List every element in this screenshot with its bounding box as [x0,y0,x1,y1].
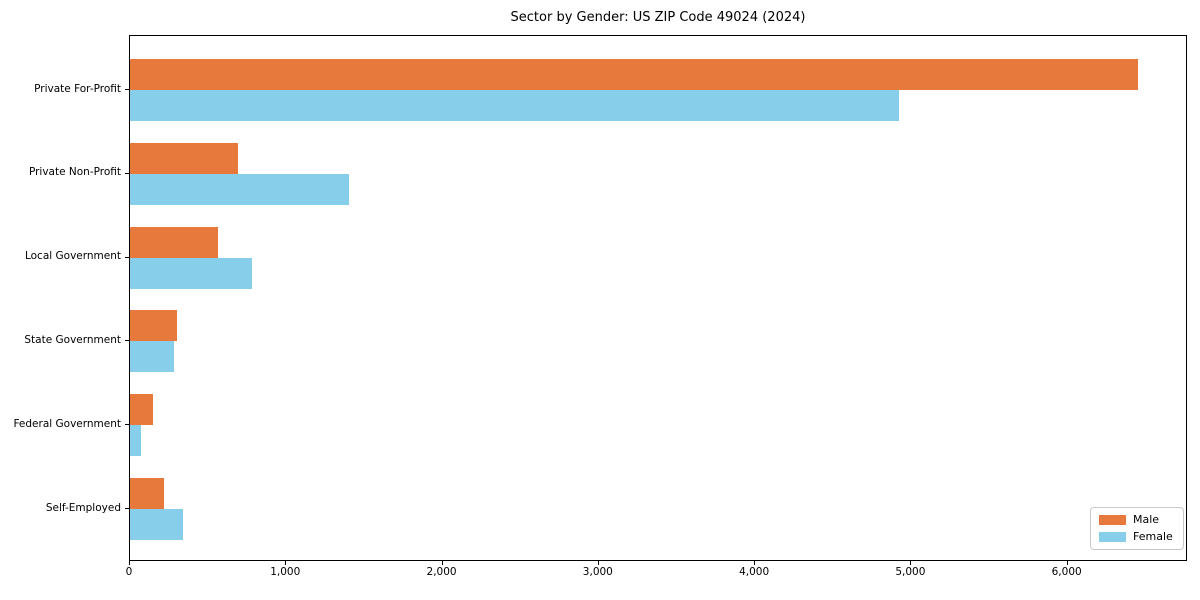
xtick-label-1000: 1,000 [270,566,301,578]
xtick-label-2000: 2,000 [426,566,457,578]
bar-male-federal-government [130,394,154,426]
bar-male-private-for-profit [130,59,1138,90]
legend-label-female: Female [1133,530,1173,543]
bar-female-federal-government [130,425,141,457]
bar-male-self-employed [130,478,164,509]
bar-female-private-for-profit [130,90,899,121]
ytick-label-local-government: Local Government [24,250,121,263]
xtick-label-6000: 6,000 [1051,566,1082,578]
ytick-mark [125,340,129,342]
ytick-mark [125,508,129,509]
bar-female-private-non-profit [130,173,349,205]
ytick-mark [125,172,129,174]
xtick-label-0: 0 [125,566,133,578]
ytick-label-state-government: State Government [24,333,121,346]
bar-female-self-employed [130,509,184,540]
legend: Male Female [1090,507,1184,550]
xtick-label-4000: 4,000 [739,566,770,578]
xtick-mark [597,561,599,565]
legend-item-male: Male [1099,514,1173,526]
legend-swatch-male [1099,515,1126,525]
ytick-label-private-for-profit: Private For-Profit [34,82,121,95]
xtick-mark [1066,561,1068,565]
xtick-mark [285,561,287,565]
bar-female-state-government [130,341,174,373]
legend-item-female: Female [1099,531,1173,543]
xtick-label-3000: 3,000 [582,566,613,578]
plot-area [129,35,1187,561]
bar-female-local-government [130,257,252,289]
ytick-mark [125,89,129,90]
legend-label-male: Male [1133,513,1160,526]
ytick-mark [125,256,129,258]
xtick-mark [441,561,443,565]
chart-title: Sector by Gender: US ZIP Code 49024 (202… [510,10,806,25]
ytick-label-private-non-profit: Private Non-Profit [28,166,121,179]
xtick-mark [910,561,912,565]
ytick-label-self-employed: Self-Employed [45,501,121,514]
ytick-mark [125,424,129,426]
legend-swatch-female [1099,532,1126,542]
xtick-label-5000: 5,000 [895,566,926,578]
xtick-mark [129,561,130,565]
xtick-mark [754,561,756,565]
bar-male-state-government [130,310,177,342]
ytick-label-federal-government: Federal Government [13,417,121,430]
bar-male-private-non-profit [130,142,238,174]
bar-male-local-government [130,226,219,258]
